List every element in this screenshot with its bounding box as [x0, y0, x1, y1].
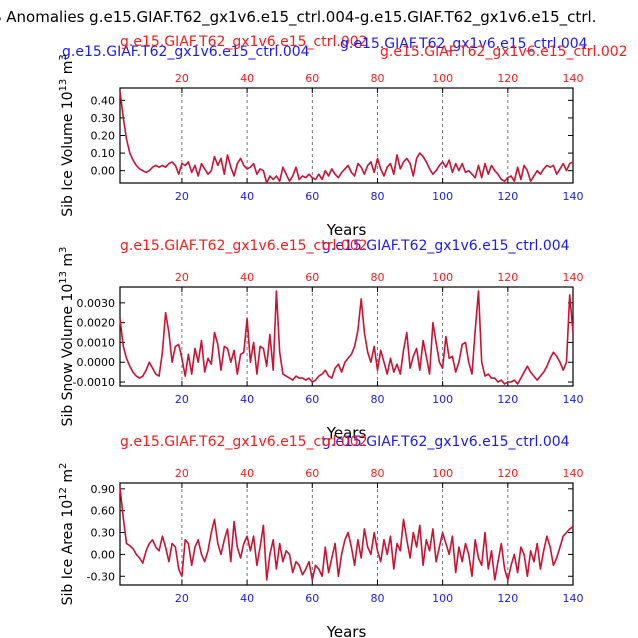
x-tick-label-top: 40 — [240, 271, 254, 284]
x-tick-label-bottom: 60 — [305, 190, 319, 203]
panel-3: 20 20 40 40 60 60 80 80 100 100 120 120 140 140 0.90 0.… — [58, 434, 584, 638]
x-tick-label-bottom: 140 — [563, 393, 584, 406]
y-tick-label: 0.40 — [91, 94, 116, 107]
x-tick-label-bottom: 120 — [497, 190, 518, 203]
case-label-red: g.e15.GIAF.T62_gx1v6.e15_ctrl.002 — [120, 34, 368, 50]
y-axis-title-main: Sib Snow Volume 10 — [60, 284, 76, 427]
y-axis-title-unit-exp: 3 — [58, 54, 69, 60]
y-tick-label: 0.0020 — [77, 317, 116, 330]
y-tick-label: 0.0000 — [77, 356, 116, 369]
x-tick-label-bottom: 40 — [240, 592, 254, 605]
x-tick-label-bottom: 80 — [370, 393, 384, 406]
x-tick-label-bottom: 140 — [563, 190, 584, 203]
x-tick-label-top: 140 — [563, 72, 584, 85]
series-line — [119, 91, 574, 184]
y-tick-label: 0.60 — [91, 505, 116, 518]
case-label-red: g.e15.GIAF.T62_gx1v6.e15_ctrl.002 — [120, 434, 368, 450]
x-tick-label-top: 60 — [305, 72, 319, 85]
y-tick-label: 0.10 — [91, 147, 116, 160]
panel-2: 20 20 40 40 60 60 80 80 100 100 120 120 140 140 0.0030… — [58, 238, 584, 442]
y-axis-title-main: Sib Ice Area 10 — [60, 500, 76, 606]
x-tick-label-top: 80 — [370, 271, 384, 284]
case-label-blue: g.e15.GIAF.T62_gx1v6.e15_ctrl.004 — [62, 44, 310, 60]
y-tick-label: 0.0010 — [77, 336, 116, 349]
y-axis-title: Sib Ice Volume 1013 m3 — [58, 54, 76, 217]
y-axis-title-unit: m — [60, 61, 76, 79]
x-tick-label-top: 140 — [563, 271, 584, 284]
y-tick-label: 0.20 — [91, 130, 116, 143]
x-tick-label-bottom: 140 — [563, 592, 584, 605]
panel-1: 20 20 40 40 60 60 80 80 100 100 120 120 140 140 0.40 0.… — [58, 34, 584, 239]
x-tick-label-top: 20 — [175, 271, 189, 284]
y-axis-title-exp: 13 — [58, 79, 69, 92]
x-tick-label-top: 140 — [563, 467, 584, 480]
plot-frame — [119, 286, 574, 387]
y-tick-label: 0.30 — [91, 112, 116, 125]
x-tick-label-bottom: 60 — [305, 592, 319, 605]
x-tick-label-bottom: 40 — [240, 190, 254, 203]
x-axis-title: Years — [326, 221, 367, 239]
y-axis-title-unit-exp: 2 — [58, 463, 69, 469]
y-axis-title-main: Sib Ice Volume 10 — [60, 91, 76, 216]
case-label-blue-overlap: g.e15.GIAF.T62_gx1v6.e15_ctrl.004 — [340, 36, 588, 52]
x-tick-label-bottom: 100 — [432, 190, 453, 203]
x-tick-label-bottom: 60 — [305, 393, 319, 406]
figure-main-title: S Anomalies g.e15.GIAF.T62_gx1v6.e15_ctr… — [0, 8, 597, 26]
x-tick-label-top: 40 — [240, 72, 254, 85]
case-label-red-overlap: g.e15.GIAF.T62_gx1v6.e15_ctrl.002 — [380, 44, 628, 60]
x-tick-label-top: 20 — [175, 72, 189, 85]
y-axis-title-unit: m — [60, 253, 76, 271]
y-axis-title: Sib Snow Volume 1013 m3 — [58, 247, 76, 427]
x-tick-label-bottom: 80 — [370, 190, 384, 203]
x-axis-title: Years — [326, 424, 367, 442]
x-tick-label-top: 100 — [432, 467, 453, 480]
plot-frame — [119, 482, 574, 586]
x-axis-title: Years — [326, 623, 367, 638]
y-tick-label: -0.0010 — [73, 376, 115, 389]
y-tick-label: -0.30 — [87, 570, 115, 583]
x-tick-label-top: 100 — [432, 72, 453, 85]
x-tick-label-bottom: 120 — [497, 592, 518, 605]
x-tick-label-bottom: 120 — [497, 393, 518, 406]
y-tick-label: 0.00 — [91, 165, 116, 178]
y-axis-title-unit: m — [60, 469, 76, 487]
x-tick-label-top: 60 — [305, 467, 319, 480]
x-tick-label-bottom: 80 — [370, 592, 384, 605]
x-tick-label-top: 60 — [305, 271, 319, 284]
x-tick-label-bottom: 40 — [240, 393, 254, 406]
series-line — [119, 487, 574, 581]
x-tick-label-top: 40 — [240, 467, 254, 480]
x-tick-label-bottom: 20 — [175, 393, 189, 406]
y-tick-label: 0.00 — [91, 548, 116, 561]
y-axis-title-exp: 12 — [58, 487, 69, 500]
x-tick-label-top: 120 — [497, 72, 518, 85]
y-axis-title-exp: 13 — [58, 271, 69, 284]
plot-frame — [119, 87, 574, 184]
case-label-red: g.e15.GIAF.T62_gx1v6.e15_ctrl.002 — [120, 238, 368, 254]
x-tick-label-bottom: 100 — [432, 393, 453, 406]
case-label-blue: g.e15.GIAF.T62_gx1v6.e15_ctrl.004 — [322, 434, 570, 450]
x-tick-label-top: 100 — [432, 271, 453, 284]
y-tick-label: 0.90 — [91, 483, 116, 496]
x-tick-label-top: 120 — [497, 271, 518, 284]
x-tick-label-bottom: 20 — [175, 190, 189, 203]
y-axis-title: Sib Ice Area 1012 m2 — [58, 463, 76, 606]
x-tick-label-top: 20 — [175, 467, 189, 480]
x-tick-label-bottom: 20 — [175, 592, 189, 605]
x-tick-label-top: 120 — [497, 467, 518, 480]
y-axis-title-unit-exp: 3 — [58, 247, 69, 253]
case-label-blue: g.e15.GIAF.T62_gx1v6.e15_ctrl.004 — [322, 238, 570, 254]
x-tick-label-top: 80 — [370, 467, 384, 480]
y-tick-label: 0.30 — [91, 527, 116, 540]
x-tick-label-bottom: 100 — [432, 592, 453, 605]
series-line — [119, 290, 574, 385]
x-tick-label-top: 80 — [370, 72, 384, 85]
y-tick-label: 0.0030 — [77, 297, 116, 310]
